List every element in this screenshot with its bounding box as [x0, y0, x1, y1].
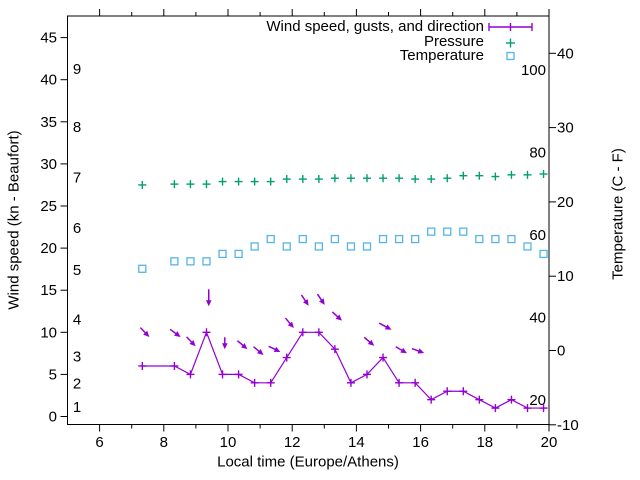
svg-text:1: 1	[73, 399, 81, 416]
svg-text:100: 100	[521, 62, 546, 79]
legend-label-wind: Wind speed, gusts, and direction	[266, 18, 484, 35]
svg-text:3: 3	[73, 349, 81, 366]
svg-text:9: 9	[73, 61, 81, 78]
svg-text:-10: -10	[557, 417, 579, 434]
svg-text:35: 35	[40, 114, 57, 131]
temperature-square-sample-icon	[506, 51, 515, 61]
svg-text:40: 40	[557, 45, 574, 62]
svg-text:2: 2	[73, 376, 81, 393]
svg-text:80: 80	[529, 144, 546, 161]
svg-text:30: 30	[40, 156, 57, 173]
svg-text:60: 60	[529, 227, 546, 244]
svg-text:6: 6	[73, 220, 81, 237]
svg-text:45: 45	[40, 30, 57, 47]
svg-text:40: 40	[529, 309, 546, 326]
svg-text:5: 5	[73, 262, 81, 279]
pressure-plus-sample-icon	[506, 38, 515, 48]
svg-text:25: 25	[40, 198, 57, 215]
legend-label-temperature: Temperature	[399, 47, 484, 64]
svg-text:8: 8	[73, 119, 81, 136]
svg-text:7: 7	[73, 169, 81, 186]
svg-text:15: 15	[40, 282, 57, 299]
svg-text:4: 4	[73, 312, 81, 329]
svg-text:10: 10	[557, 268, 574, 285]
svg-text:8: 8	[160, 434, 168, 451]
axis-label-temperature: Temperature (C - F)	[609, 148, 627, 280]
svg-text:6: 6	[95, 434, 103, 451]
legend-label-pressure: Pressure	[423, 33, 484, 50]
svg-text:16: 16	[412, 434, 429, 451]
svg-text:30: 30	[557, 120, 574, 137]
svg-text:0: 0	[49, 409, 57, 426]
svg-text:10: 10	[40, 324, 57, 341]
svg-text:0: 0	[557, 343, 565, 360]
svg-text:18: 18	[476, 434, 493, 451]
wind-errorbar-sample-icon	[488, 23, 533, 31]
svg-text:40: 40	[40, 72, 57, 89]
svg-text:5: 5	[49, 366, 57, 383]
svg-text:20: 20	[40, 240, 57, 257]
svg-text:20: 20	[541, 434, 558, 451]
svg-text:12: 12	[284, 434, 301, 451]
axis-label-local-time: Local time (Europe/Athens)	[217, 453, 399, 471]
svg-text:14: 14	[348, 434, 365, 451]
svg-text:10: 10	[220, 434, 237, 451]
svg-text:20: 20	[529, 392, 546, 409]
svg-text:20: 20	[557, 194, 574, 211]
axis-label-wind-speed: Wind speed (kn - Beaufort)	[5, 130, 23, 310]
